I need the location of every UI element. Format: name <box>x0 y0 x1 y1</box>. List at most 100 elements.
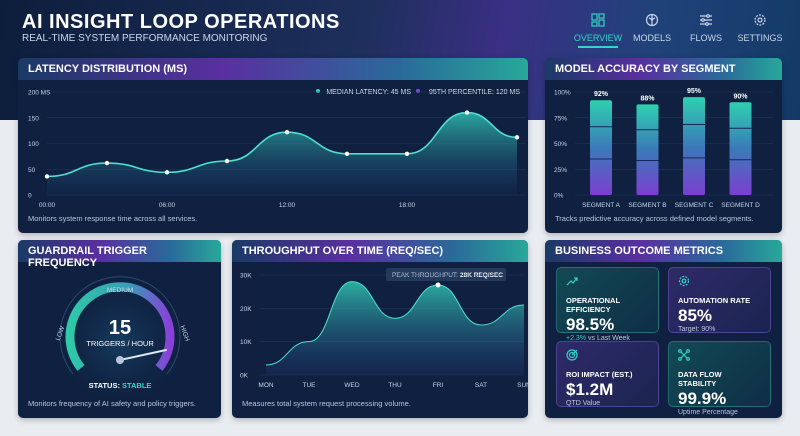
bar-value-label: 95% <box>687 88 702 95</box>
guardrail-panel: GUARDRAIL TRIGGER FREQUENCY MEDIUM LOW H… <box>18 240 221 418</box>
dashboard-icon <box>591 13 605 27</box>
throughput-area <box>266 281 524 375</box>
accuracy-chart: 0% 25% 50% 75% 100% 92% SEGMENT A 88% SEGMENT B 9… <box>554 88 773 209</box>
metric-value: 99.9% <box>678 389 727 408</box>
legend-p95-dot <box>416 89 420 93</box>
latency-point <box>464 110 470 115</box>
x-tick-label: FRI <box>433 382 444 389</box>
metric-card-efficiency: OPERATIONAL EFFICIENCY 98.5% +2.3% vs La… <box>556 267 659 342</box>
panel-title: MODEL ACCURACY BY SEGMENT <box>545 58 782 80</box>
throughput-line <box>265 281 525 366</box>
metric-sub: +2.3% vs Last Week <box>566 335 649 342</box>
metric-sub: Uptime Percentage <box>678 409 738 416</box>
latency-point <box>284 129 290 135</box>
latency-chart: MEDIAN LATENCY: 45 MS 95TH PERCENTILE: 1… <box>28 89 526 209</box>
y-tick-label: 20K <box>240 306 252 313</box>
trend-up-icon <box>566 277 578 286</box>
panel-footer: Monitors system response time across all… <box>28 214 198 223</box>
bar-value-label: 90% <box>733 93 748 100</box>
latency-point <box>104 160 110 166</box>
gauge-unit: TRIGGERS / HOUR <box>86 339 154 348</box>
x-tick-label: SEGMENT C <box>675 202 714 209</box>
nav-label: OVERVIEW <box>573 33 623 43</box>
panel-footer: Measures total system request processing… <box>242 399 411 408</box>
panel-title: LATENCY DISTRIBUTION (MS) <box>18 58 528 80</box>
metric-sub-text: vs Last Week <box>588 335 630 342</box>
page-subtitle: REAL-TIME SYSTEM PERFORMANCE MONITORING <box>22 33 268 44</box>
x-tick-label: WED <box>344 382 359 389</box>
y-tick-label: 10K <box>240 339 252 346</box>
legend-median: MEDIAN LATENCY: 45 MS <box>326 89 411 96</box>
y-tick-label: 0% <box>554 193 564 200</box>
y-tick-label: 75% <box>554 115 567 122</box>
gauge-value: 15 <box>109 317 131 339</box>
peak-label-text: PEAK THROUGHPUT: <box>392 272 458 279</box>
metric-label: DATA FLOW STABILITY <box>678 370 722 388</box>
y-tick-label: 0K <box>240 373 249 380</box>
status-value: STABLE <box>122 381 151 390</box>
accuracy-bar <box>590 100 612 195</box>
peak-point <box>435 282 441 288</box>
gauge-medium-label: MEDIUM <box>107 287 133 294</box>
gauge-arc <box>65 282 175 371</box>
peak-badge <box>386 268 506 281</box>
gear-icon <box>678 275 690 287</box>
metric-delta: +2.3% <box>566 335 587 342</box>
x-tick-label: SUN <box>517 382 528 389</box>
metric-label: OPERATIONAL EFFICIENCY <box>566 296 620 314</box>
x-tick-label: 18:00 <box>399 202 416 209</box>
x-tick-label: TUE <box>303 382 317 389</box>
x-tick-label: 06:00 <box>159 202 176 209</box>
panel-footer: Monitors frequency of AI safety and poli… <box>28 399 196 408</box>
legend-median-dot <box>316 89 320 93</box>
accuracy-bar <box>683 97 705 195</box>
x-tick-label: SEGMENT B <box>628 202 666 209</box>
peak-value: 28K REQ/SEC <box>460 272 503 279</box>
throughput-panel: THROUGHPUT OVER TIME (REQ/SEC) PEAK THRO… <box>232 240 528 418</box>
y-tick-label: 0 <box>28 193 32 200</box>
latency-panel: LATENCY DISTRIBUTION (MS) MEDIAN LATENCY… <box>18 58 528 233</box>
metric-sub: Target: 90% <box>678 326 716 333</box>
gauge-hub <box>116 356 124 364</box>
sliders-icon <box>700 14 712 26</box>
y-tick-label: 200 MS <box>28 90 51 97</box>
latency-point <box>514 135 520 140</box>
nav-settings[interactable]: SETTINGS <box>735 13 785 43</box>
brain-icon <box>645 13 659 27</box>
latency-point <box>224 158 230 164</box>
panel-title: GUARDRAIL TRIGGER FREQUENCY <box>18 240 221 269</box>
x-tick-label: THU <box>388 382 402 389</box>
y-tick-label: 150 <box>28 115 39 122</box>
bar-value-label: 92% <box>594 91 609 98</box>
legend-p95: 95TH PERCENTILE: 120 MS <box>429 89 520 96</box>
nav-models[interactable]: MODELS <box>627 13 677 43</box>
nav-label: MODELS <box>632 33 671 43</box>
y-tick-label: 100 <box>28 141 39 148</box>
metric-sub: QTD Value <box>566 400 601 407</box>
latency-point <box>164 170 170 175</box>
gauge-status: STATUS: STABLE <box>89 381 152 390</box>
y-tick-label: 50% <box>554 141 567 148</box>
y-tick-label: 100% <box>554 90 571 97</box>
nav-overview[interactable]: OVERVIEW <box>573 13 623 48</box>
nav-flows[interactable]: FLOWS <box>681 13 731 43</box>
y-tick-label: 50 <box>28 167 36 174</box>
nav-label: SETTINGS <box>737 33 783 43</box>
metric-card-roi: ROI IMPACT (EST.) $1.2M QTD Value <box>556 341 659 407</box>
gauge-needle <box>119 349 167 361</box>
latency-point <box>404 151 410 156</box>
panel-title: THROUGHPUT OVER TIME (REQ/SEC) <box>232 240 528 262</box>
x-tick-label: SAT <box>475 382 487 389</box>
gauge: MEDIUM LOW HIGH 15 TRIGGERS / HOUR STATU… <box>45 267 195 397</box>
x-tick-label: 12:00 <box>279 202 296 209</box>
network-icon <box>678 349 690 361</box>
nav-label: FLOWS <box>689 33 722 43</box>
x-tick-label: MON <box>258 382 273 389</box>
accuracy-bar <box>636 104 659 195</box>
latency-area <box>47 112 517 195</box>
metric-card-automation: AUTOMATION RATE 85% Target: 90% <box>668 267 771 333</box>
metric-value: $1.2M <box>566 380 614 399</box>
throughput-chart: PEAK THROUGHPUT: 28K REQ/SEC 0K 10K 20K 30K M… <box>240 268 528 389</box>
target-icon <box>566 349 578 361</box>
x-tick-label: 00:00 <box>39 202 56 209</box>
